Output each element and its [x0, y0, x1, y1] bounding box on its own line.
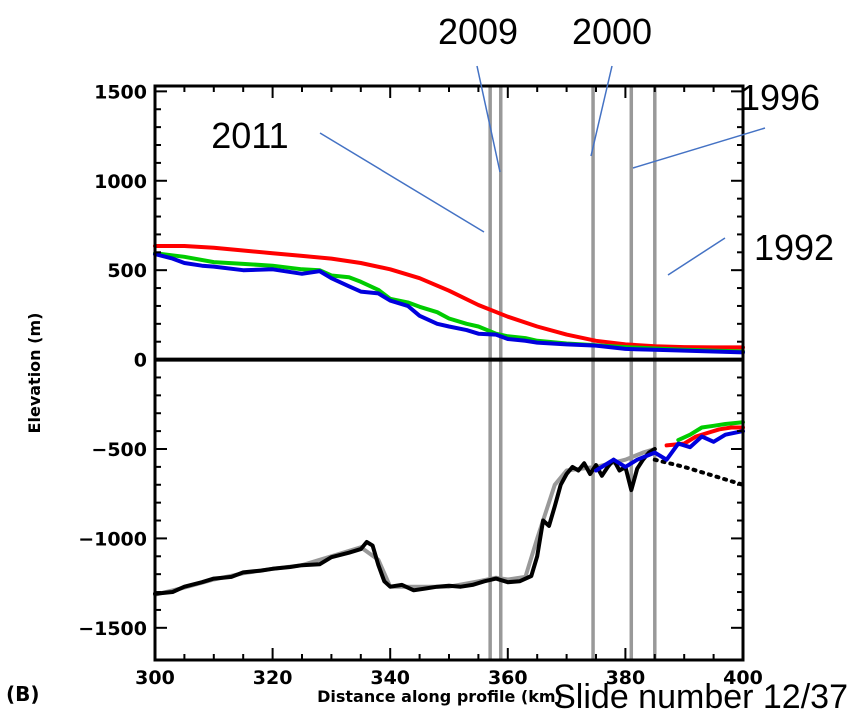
- plot-area: [155, 86, 743, 660]
- y-tick-label: 1500: [94, 81, 147, 103]
- y-tick-label: −1500: [78, 618, 147, 640]
- annotation-leader-2009: [476, 65, 501, 173]
- x-tick-label: 300: [135, 667, 175, 689]
- slide-number: Slide number 12/37: [553, 678, 848, 716]
- annotation-leader-2000: [590, 65, 613, 157]
- y-axis-label: Elevation (m): [25, 313, 44, 434]
- annotation-leader-1992: [667, 237, 726, 276]
- annotation-2000: 2000: [572, 11, 652, 52]
- y-tick-label: 1000: [94, 171, 147, 193]
- x-tick-label: 380: [606, 667, 646, 689]
- x-tick-label: 400: [723, 667, 763, 689]
- annotation-1992: 1992: [754, 227, 834, 268]
- series-line-0: [153, 244, 745, 350]
- annotation-2011: 2011: [211, 115, 288, 156]
- x-tick-label: 320: [253, 667, 293, 689]
- series-line-4: [153, 447, 657, 596]
- x-tick-label: 340: [370, 667, 410, 689]
- axes: [153, 84, 745, 662]
- y-tick-label: 500: [107, 260, 147, 282]
- annotation-1996: 1996: [740, 77, 820, 118]
- y-tick-label: −500: [91, 439, 147, 461]
- data-series: [153, 244, 745, 597]
- series-line-6: [676, 420, 745, 443]
- annotation-leader-2011: [319, 132, 485, 233]
- year-marker-lines: [488, 86, 657, 660]
- annotation-leader-1996: [632, 127, 766, 169]
- series-line-2: [153, 252, 745, 355]
- series-line-8: [594, 429, 745, 473]
- year-annotations: 2009 2000 1996 2011 1992: [211, 11, 834, 276]
- y-tick-label: 0: [134, 350, 147, 372]
- annotation-2009: 2009: [438, 11, 518, 52]
- y-tick-label: −1000: [78, 528, 147, 550]
- series-line-5: [652, 457, 745, 487]
- plot-background: [155, 86, 743, 660]
- x-axis-label: Distance along profile (km): [317, 687, 563, 706]
- tick-labels: 300 320 340 360 380 400 1500 1000 500 0 −500 −1000 −…: [78, 81, 763, 689]
- panel-label: (B): [6, 682, 40, 706]
- x-tick-label: 360: [488, 667, 528, 689]
